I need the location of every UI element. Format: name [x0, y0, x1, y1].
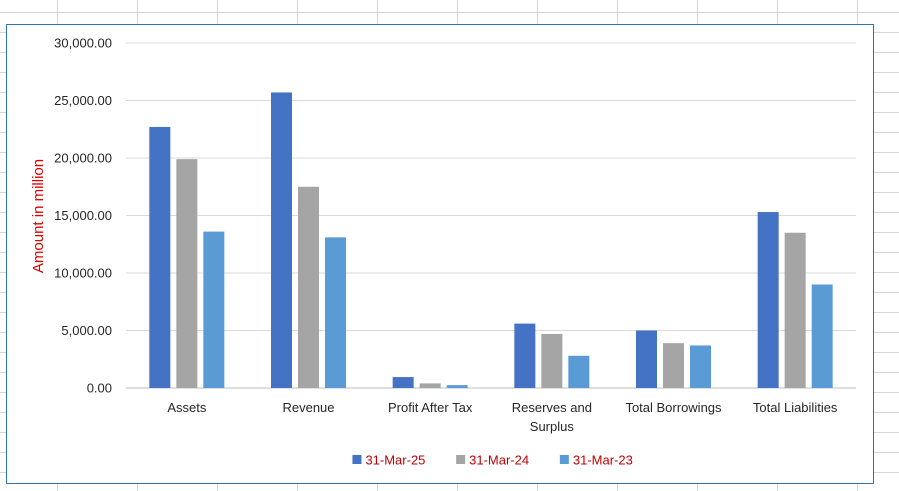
bar[interactable] — [446, 385, 468, 388]
x-tick-label: Profit After Tax — [388, 400, 473, 415]
bar[interactable] — [271, 92, 292, 388]
legend-label: 31-Mar-23 — [573, 453, 633, 468]
bar[interactable] — [514, 323, 536, 388]
y-axis-title: Amount in million — [30, 159, 47, 273]
bar[interactable] — [568, 355, 590, 388]
x-tick-label: Total Liabilities — [753, 400, 838, 415]
bar[interactable] — [325, 237, 346, 388]
bar[interactable] — [298, 186, 319, 388]
x-tick-label: Surplus — [530, 419, 575, 434]
legend-label: 31-Mar-25 — [365, 453, 425, 468]
legend-swatch — [352, 455, 362, 464]
x-tick-label: Reserves and — [512, 400, 592, 415]
bar[interactable] — [811, 284, 833, 389]
x-tick-label: Assets — [167, 400, 207, 415]
legend-label: 31-Mar-24 — [469, 453, 529, 468]
y-tick-label: 5,000.00 — [61, 323, 112, 338]
bar[interactable] — [149, 126, 171, 388]
bar[interactable] — [541, 333, 563, 388]
y-tick-label: 25,000.00 — [54, 93, 112, 108]
bar[interactable] — [636, 330, 657, 389]
bar[interactable] — [203, 231, 225, 388]
bar[interactable] — [690, 345, 711, 388]
bar[interactable] — [757, 212, 779, 388]
x-tick-label: Total Borrowings — [625, 400, 722, 415]
bar[interactable] — [176, 159, 198, 388]
legend-swatch — [559, 455, 569, 464]
bar[interactable] — [663, 343, 684, 388]
legend-swatch — [456, 455, 466, 464]
y-tick-label: 0.00 — [87, 381, 112, 396]
bar[interactable] — [419, 383, 441, 388]
x-tick-label: Revenue — [282, 400, 334, 415]
bar[interactable] — [392, 377, 414, 388]
y-tick-label: 15,000.00 — [54, 208, 112, 223]
y-tick-label: 30,000.00 — [54, 36, 112, 51]
y-tick-label: 20,000.00 — [54, 151, 112, 166]
y-tick-label: 10,000.00 — [54, 266, 112, 281]
bar[interactable] — [784, 232, 806, 388]
